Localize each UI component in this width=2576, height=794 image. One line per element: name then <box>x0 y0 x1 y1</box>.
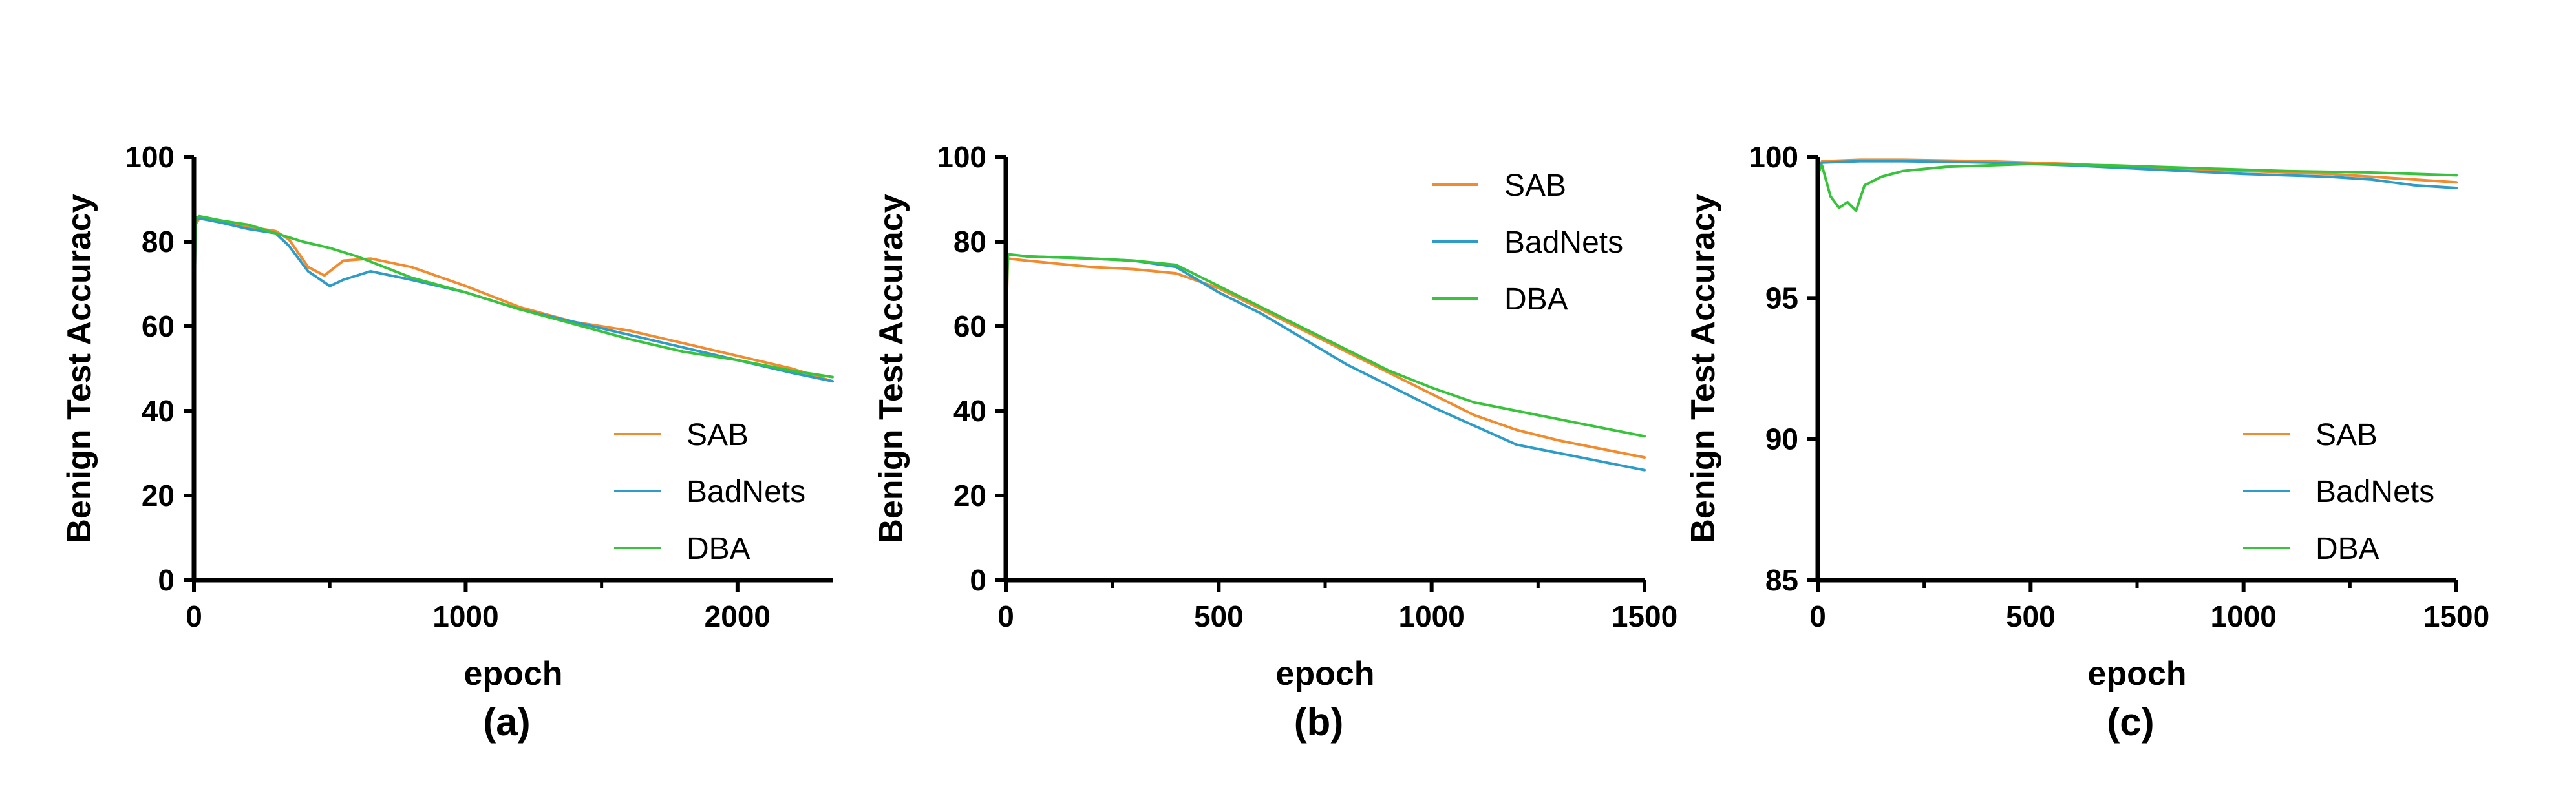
y-tick-label: 20 <box>142 479 175 512</box>
series-line-sab <box>193 217 834 383</box>
y-tick-label: 0 <box>970 563 986 597</box>
legend-label-sab: SAB <box>687 418 749 452</box>
x-axis-title: epoch <box>2087 655 2186 693</box>
y-tick-label: 100 <box>125 140 175 174</box>
y-tick-label: 60 <box>142 309 175 343</box>
x-axis-title: epoch <box>463 655 562 693</box>
series-line-dba <box>1816 162 2458 469</box>
y-tick-label: 100 <box>937 140 986 174</box>
legend: SAB BadNets DBA <box>614 418 805 566</box>
y-axis-title: Benign Test Accuracy <box>1685 194 1722 543</box>
x-tick-label: 0 <box>997 600 1014 633</box>
legend-label-badnets: BadNets <box>687 475 805 509</box>
panel-label: (c) <box>2107 700 2154 744</box>
legend: SAB BadNets DBA <box>1432 169 1623 317</box>
x-tick-label: 0 <box>186 600 202 633</box>
series-line-badnets <box>193 217 834 387</box>
legend-label-badnets: BadNets <box>2315 475 2434 509</box>
x-tick-label: 1000 <box>1398 600 1464 633</box>
x-axis-title: epoch <box>1275 655 1374 693</box>
x-tick-label: 1500 <box>1612 600 1677 633</box>
series-line-dba <box>1005 253 1646 438</box>
y-tick-label: 90 <box>1765 423 1798 456</box>
y-tick-label: 20 <box>953 479 986 512</box>
series-line-sab <box>1005 257 1646 459</box>
series-line-dba <box>193 214 834 383</box>
y-axis-title: Benign Test Accuracy <box>873 194 910 543</box>
y-tick-label: 40 <box>953 394 986 428</box>
legend-label-dba: DBA <box>2315 532 2379 566</box>
legend: SAB BadNets DBA <box>2243 418 2434 566</box>
y-axis-title: Benign Test Accuracy <box>61 194 98 543</box>
x-tick-label: 1000 <box>2210 600 2276 633</box>
x-tick-label: 0 <box>1809 600 1826 633</box>
x-tick-label: 1000 <box>432 600 498 633</box>
legend-label-dba: DBA <box>687 532 750 566</box>
legend-label-dba: DBA <box>1504 282 1568 317</box>
y-tick-label: 100 <box>1749 140 1798 174</box>
x-tick-label: 500 <box>2006 600 2056 633</box>
y-tick-label: 95 <box>1765 281 1798 315</box>
y-tick-label: 80 <box>953 225 986 258</box>
legend-label-badnets: BadNets <box>1504 225 1623 260</box>
y-tick-label: 80 <box>142 225 175 258</box>
panel-label: (a) <box>483 700 530 744</box>
x-tick-label: 2000 <box>705 600 771 633</box>
legend-label-sab: SAB <box>2315 418 2378 452</box>
legend-label-sab: SAB <box>1504 169 1566 203</box>
x-tick-label: 1500 <box>2423 600 2489 633</box>
x-tick-label: 500 <box>1194 600 1244 633</box>
y-tick-label: 60 <box>953 309 986 343</box>
y-tick-label: 40 <box>142 394 175 428</box>
y-tick-label: 0 <box>158 563 175 597</box>
panel-label: (b) <box>1294 700 1344 744</box>
y-tick-label: 85 <box>1765 563 1798 597</box>
